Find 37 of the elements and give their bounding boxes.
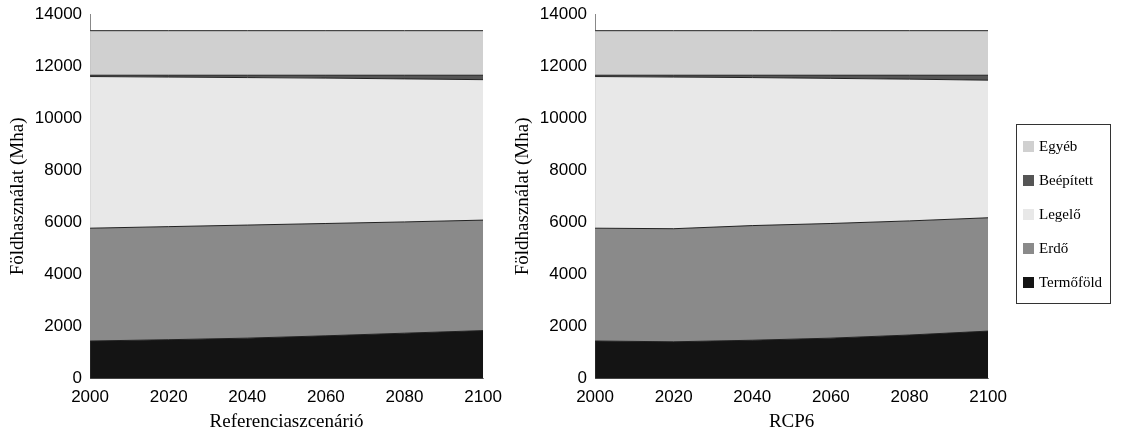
legend-label: Beépített: [1039, 171, 1094, 189]
x-tick-label: 2040: [733, 386, 772, 406]
y-tick-label: 6000: [549, 212, 588, 232]
y-tick-label: 12000: [539, 55, 588, 75]
y-tick-label: 6000: [44, 212, 83, 232]
y-tick-label: 0: [577, 368, 588, 388]
y-tick-label: 2000: [549, 316, 588, 336]
x-tick-label: 2080: [890, 386, 929, 406]
y-axis-title: Földhasználat (Mha): [6, 117, 29, 276]
x-tick-label: 2060: [811, 386, 850, 406]
x-tick-label: 2020: [654, 386, 693, 406]
x-tick-label: 2100: [464, 386, 502, 406]
y-tick-label: 12000: [34, 55, 83, 75]
x-tick-label: 2080: [385, 386, 424, 406]
y-tick-label: 14000: [34, 3, 83, 23]
y-axis-title: Földhasználat (Mha): [511, 117, 534, 276]
legend-label: Termőföld: [1039, 273, 1103, 291]
y-tick-label: 8000: [549, 160, 588, 180]
x-axis-title: RCP6: [768, 409, 815, 431]
y-tick-label: 2000: [44, 316, 83, 336]
x-axis-title: Referenciaszcenárió: [209, 409, 364, 431]
y-tick-label: 10000: [539, 107, 588, 127]
y-tick-label: 8000: [44, 160, 83, 180]
x-tick-label: 2000: [71, 386, 109, 406]
y-tick-label: 14000: [539, 3, 588, 23]
x-tick-label: 2000: [576, 386, 614, 406]
y-tick-label: 0: [72, 368, 83, 388]
legend-label: Egyéb: [1039, 137, 1078, 155]
y-tick-label: 4000: [44, 264, 83, 284]
y-tick-label: 4000: [549, 264, 588, 284]
x-tick-label: 2020: [149, 386, 188, 406]
x-tick-label: 2100: [969, 386, 1007, 406]
x-tick-label: 2040: [228, 386, 267, 406]
legend-label: Legelő: [1039, 205, 1081, 223]
x-tick-label: 2060: [306, 386, 345, 406]
legend-label: Erdő: [1039, 239, 1069, 257]
y-tick-label: 10000: [34, 107, 83, 127]
